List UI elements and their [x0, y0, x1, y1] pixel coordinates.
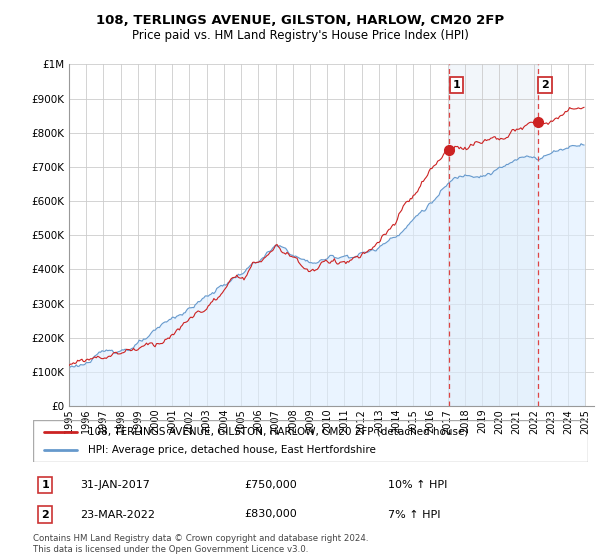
Text: Price paid vs. HM Land Registry's House Price Index (HPI): Price paid vs. HM Land Registry's House …: [131, 29, 469, 42]
Bar: [449, 64, 538, 406]
Text: 108, TERLINGS AVENUE, GILSTON, HARLOW, CM20 2FP: 108, TERLINGS AVENUE, GILSTON, HARLOW, C…: [96, 14, 504, 27]
Text: 7% ↑ HPI: 7% ↑ HPI: [388, 510, 440, 520]
Text: 1: 1: [452, 80, 460, 90]
Text: 2: 2: [541, 80, 549, 90]
Text: 108, TERLINGS AVENUE, GILSTON, HARLOW, CM20 2FP (detached house): 108, TERLINGS AVENUE, GILSTON, HARLOW, C…: [89, 427, 469, 437]
Text: £830,000: £830,000: [244, 510, 296, 520]
Text: HPI: Average price, detached house, East Hertfordshire: HPI: Average price, detached house, East…: [89, 445, 376, 455]
Text: 31-JAN-2017: 31-JAN-2017: [80, 480, 150, 490]
Text: 23-MAR-2022: 23-MAR-2022: [80, 510, 155, 520]
Text: £750,000: £750,000: [244, 480, 296, 490]
Text: 1: 1: [41, 480, 49, 490]
Text: Contains HM Land Registry data © Crown copyright and database right 2024.
This d: Contains HM Land Registry data © Crown c…: [33, 534, 368, 554]
Text: 10% ↑ HPI: 10% ↑ HPI: [388, 480, 448, 490]
Text: 2: 2: [41, 510, 49, 520]
